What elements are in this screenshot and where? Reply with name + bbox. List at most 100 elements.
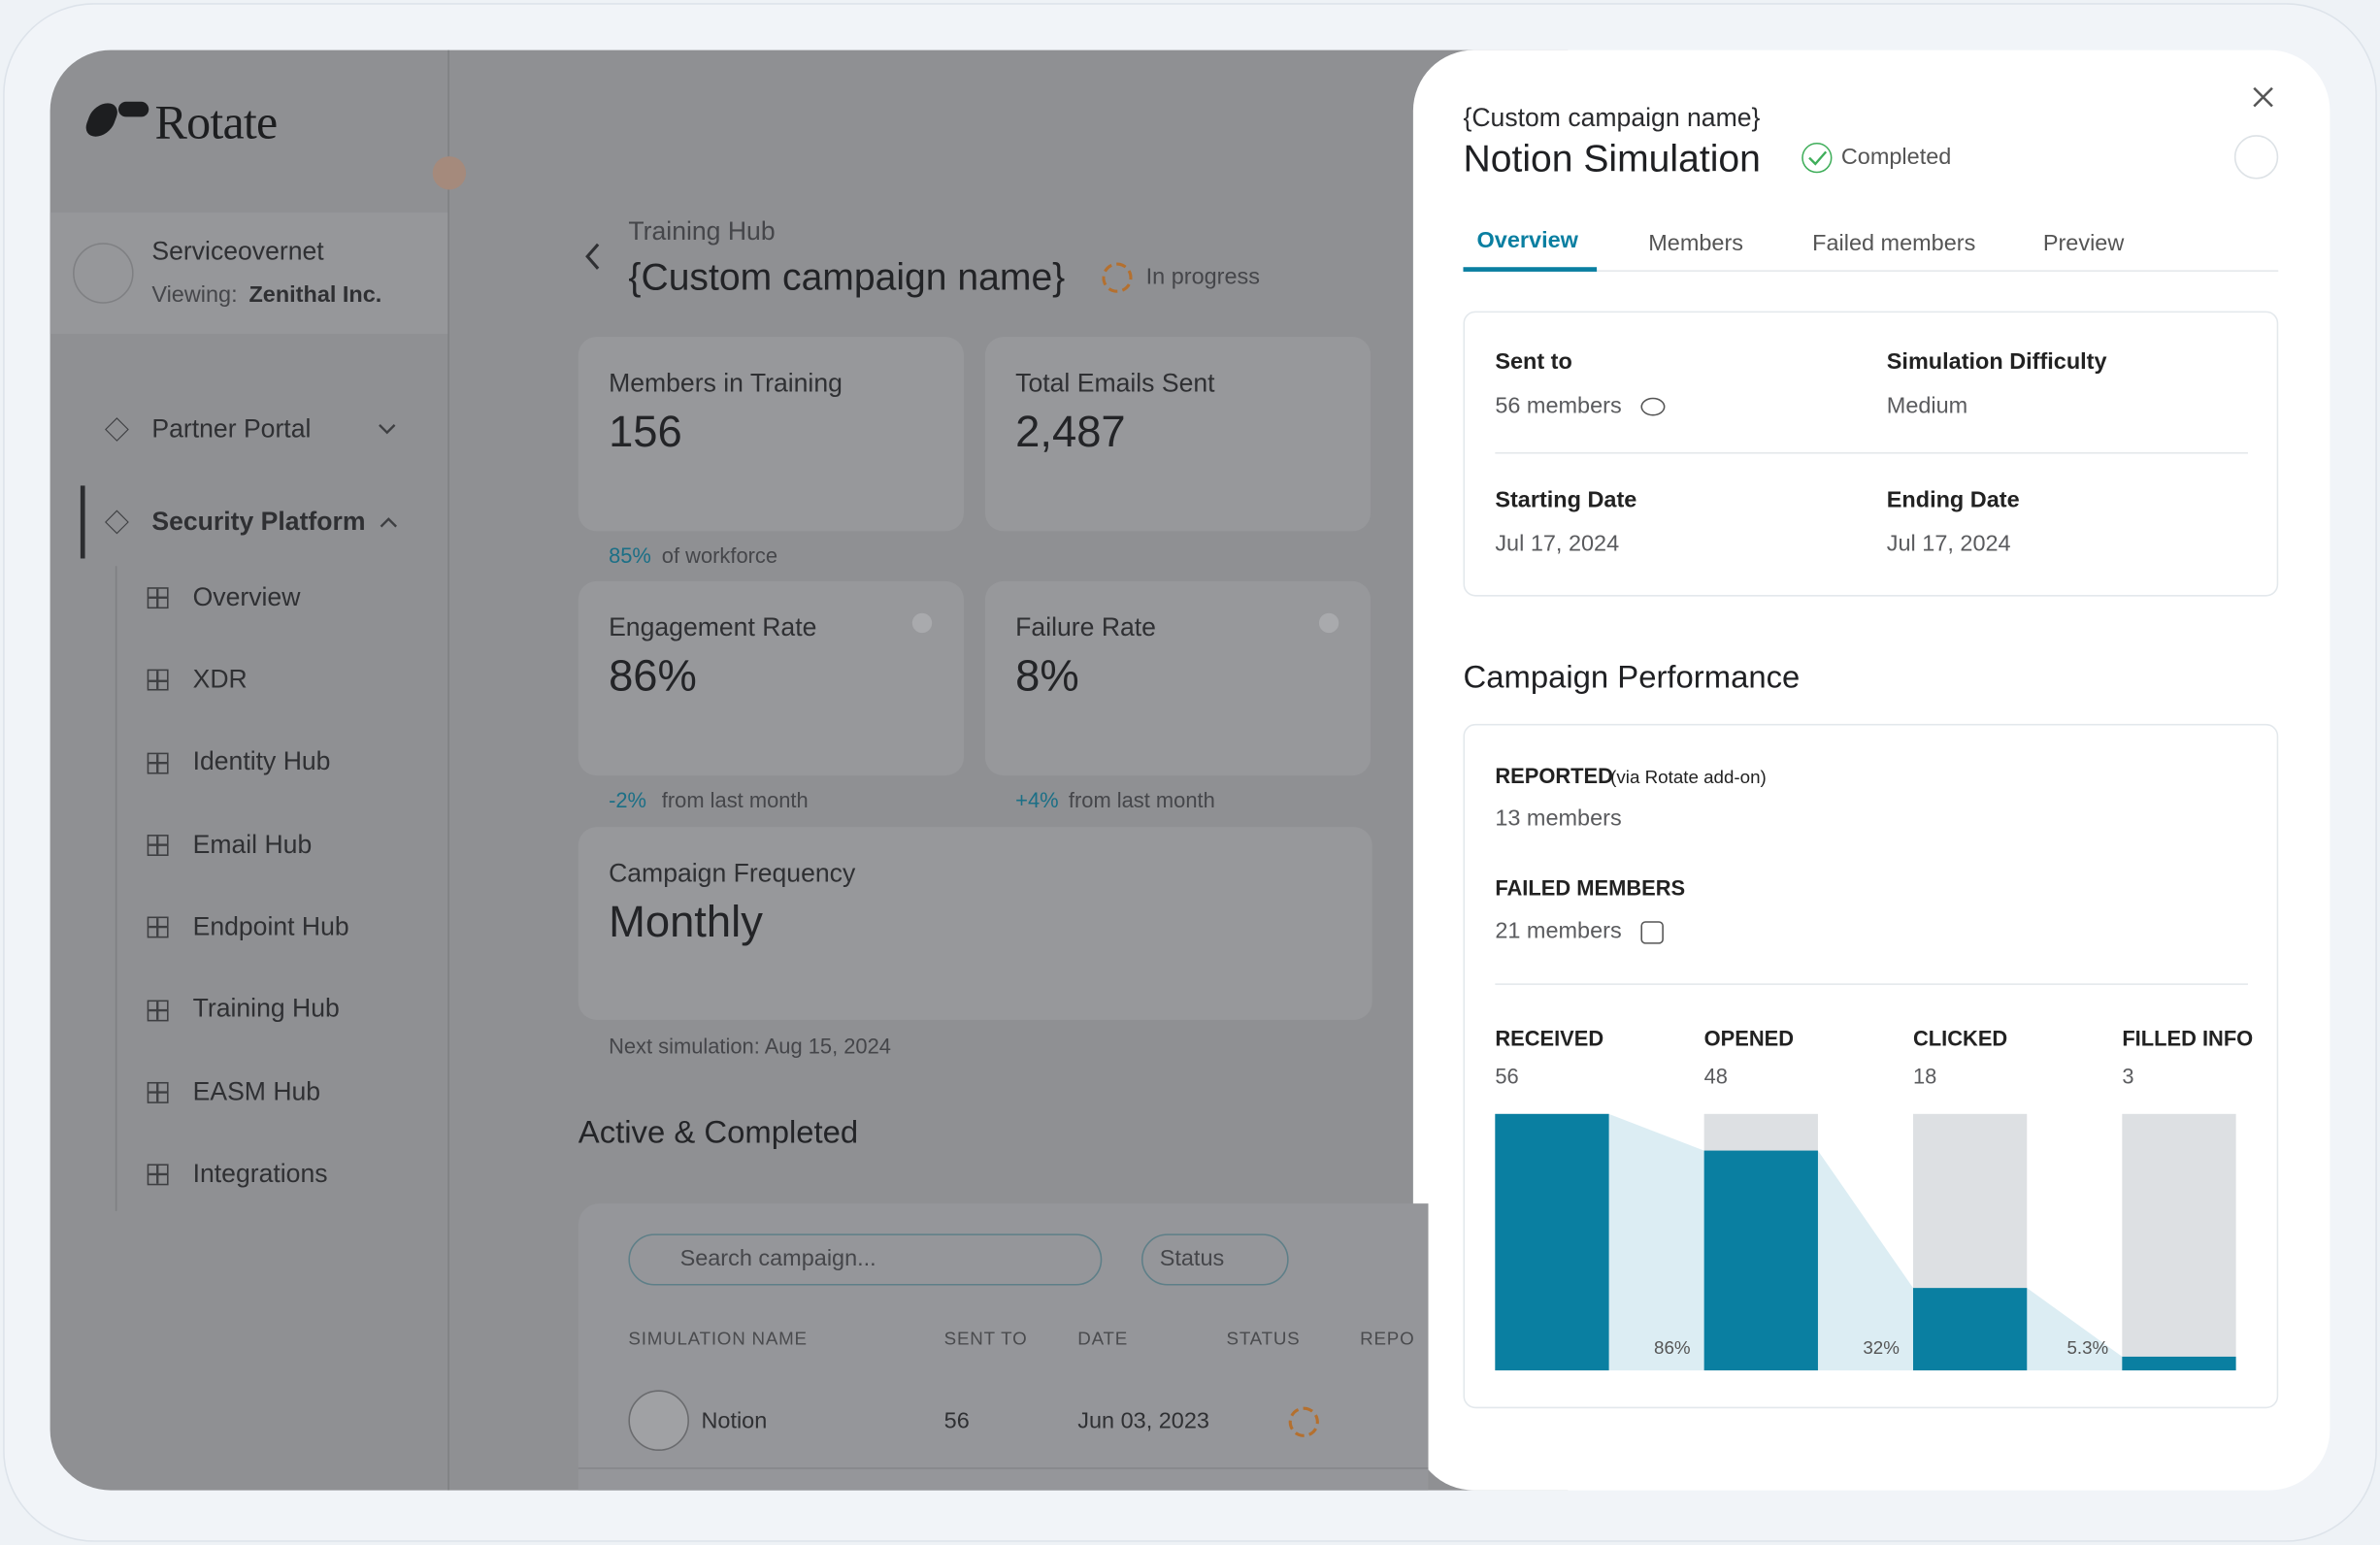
stat-label: Total Emails Sent — [1015, 368, 1215, 398]
stat-card — [578, 580, 965, 776]
column-header: STATUS — [1226, 1327, 1301, 1349]
performance-divider — [1495, 983, 2248, 985]
close-button — [2253, 86, 2273, 108]
eye-icon[interactable] — [1640, 397, 1666, 416]
org-name: Serviceovernet — [151, 236, 324, 266]
detail-label: Ending Date — [1886, 486, 2020, 513]
bar — [2122, 1356, 2236, 1371]
stat-card — [578, 827, 1372, 1020]
subnav-item[interactable]: Identity Hub — [192, 746, 331, 776]
tab-underline — [1463, 267, 1598, 272]
funnel-flow — [1608, 1113, 1704, 1371]
stat-value: 156 — [609, 408, 682, 457]
subnav-icon — [147, 999, 169, 1021]
column-header: REPO — [1360, 1327, 1415, 1349]
search-input[interactable] — [628, 1233, 1103, 1286]
export-button[interactable] — [2233, 135, 2279, 180]
stat-label: Members in Training — [609, 368, 843, 398]
subnav-item[interactable]: Overview — [192, 582, 301, 611]
detail-value: Jul 17, 2024 — [1886, 531, 2011, 557]
stat-note: of workforce — [661, 542, 778, 568]
viewing-label: Viewing: — [151, 281, 238, 309]
viewing-value: Zenithal Inc. — [248, 281, 382, 309]
column-header: SIMULATION NAME — [628, 1327, 808, 1349]
stat-change: +4% — [1015, 786, 1059, 811]
detail-label: Starting Date — [1495, 486, 1637, 513]
stat-value: 8% — [1015, 651, 1079, 701]
tab[interactable]: Members — [1648, 230, 1744, 257]
stat-value: 86% — [609, 651, 697, 701]
stat-card — [984, 337, 1372, 532]
value-label: 18 — [1913, 1065, 1936, 1089]
tab[interactable]: Preview — [2042, 230, 2125, 257]
tab[interactable]: Failed members — [1812, 230, 1976, 257]
subnav-icon — [147, 916, 169, 938]
subnav-item[interactable]: Training Hub — [192, 994, 340, 1024]
link-icon[interactable] — [1640, 921, 1664, 944]
category-label: OPENED — [1704, 1026, 1794, 1050]
category-label: CLICKED — [1913, 1026, 2007, 1050]
value-label: 56 — [1495, 1065, 1518, 1089]
check-mark — [1808, 150, 1828, 166]
panel-title: Notion Simulation — [1463, 138, 1761, 181]
subnav-item[interactable]: Endpoint Hub — [192, 911, 349, 941]
breadcrumb: Training Hub — [628, 216, 776, 247]
collapse-button[interactable] — [432, 156, 467, 190]
org-icon — [73, 243, 134, 304]
metric-label: REPORTED — [1495, 762, 1613, 787]
metric-label: FAILED MEMBERS — [1495, 874, 1686, 900]
stat-label: Campaign Frequency — [609, 858, 856, 888]
stat-note: from last month — [661, 786, 809, 811]
performance-box — [1463, 723, 2279, 1409]
metric-value: 21 members — [1495, 918, 1622, 944]
metric-note: (via Rotate add-on) — [1610, 766, 1767, 788]
subnav-icon — [147, 1081, 169, 1103]
bar — [1495, 1113, 1609, 1371]
section-title: Active & Completed — [578, 1115, 859, 1151]
status-icon — [1102, 262, 1133, 293]
info-icon — [911, 612, 933, 634]
stat-label: Failure Rate — [1015, 612, 1156, 642]
subnav-icon — [147, 1164, 169, 1186]
bar — [1703, 1150, 1818, 1371]
details-divider — [1495, 452, 2248, 454]
details-box — [1463, 311, 2279, 597]
row-divider — [578, 1467, 1429, 1469]
app-icon — [628, 1390, 689, 1451]
subnav-line — [115, 566, 117, 1211]
funnel-flow — [2027, 1288, 2123, 1371]
detail-value: Jul 17, 2024 — [1495, 531, 1620, 557]
nav-item[interactable]: Security Platform — [151, 506, 366, 536]
subnav-item[interactable]: Email Hub — [192, 829, 313, 859]
category-label: RECEIVED — [1495, 1026, 1603, 1050]
column-header: DATE — [1077, 1327, 1129, 1349]
subnav-item[interactable]: XDR — [192, 665, 248, 694]
stat-label: Engagement Rate — [609, 612, 817, 642]
search-placeholder: Search campaign... — [679, 1245, 876, 1272]
subnav-item[interactable]: EASM Hub — [192, 1076, 321, 1106]
stat-change: 85% — [609, 542, 651, 568]
nav-chevron — [380, 517, 397, 528]
page-title: {Custom campaign name} — [628, 256, 1066, 300]
value-label: 48 — [1704, 1065, 1728, 1089]
subnav-item[interactable]: Integrations — [192, 1159, 328, 1189]
stat-value: Monthly — [609, 898, 763, 947]
conversion-label: 32% — [1863, 1337, 1900, 1358]
table-cell: Notion — [701, 1408, 768, 1434]
column-header: SENT TO — [943, 1327, 1028, 1349]
stat-value: 2,487 — [1015, 408, 1126, 457]
status-filter[interactable] — [1140, 1233, 1289, 1286]
value-label: 3 — [2122, 1065, 2133, 1089]
nav-item[interactable]: Partner Portal — [151, 413, 312, 444]
tab[interactable]: Overview — [1476, 227, 1578, 254]
section-title: Campaign Performance — [1463, 660, 1801, 696]
status-icon — [1288, 1406, 1319, 1437]
category-label: FILLED INFO — [2122, 1026, 2253, 1050]
bar — [1912, 1288, 2028, 1371]
conversion-label: 5.3% — [2066, 1337, 2108, 1358]
subnav-icon — [147, 670, 169, 691]
stat-card — [984, 580, 1372, 776]
status: In progress — [1145, 264, 1261, 290]
